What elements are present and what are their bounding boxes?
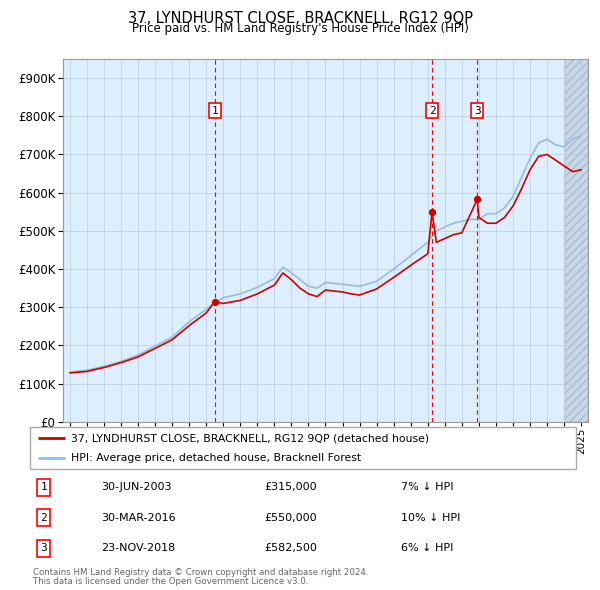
Text: 37, LYNDHURST CLOSE, BRACKNELL, RG12 9QP: 37, LYNDHURST CLOSE, BRACKNELL, RG12 9QP [128,11,473,25]
Bar [565,59,588,422]
Text: 1: 1 [40,482,47,492]
Point [210,297,220,306]
Text: £315,000: £315,000 [265,482,317,492]
Bar [565,59,588,422]
Text: 6% ↓ HPI: 6% ↓ HPI [401,543,454,553]
Text: 7% ↓ HPI: 7% ↓ HPI [401,482,454,492]
Text: Price paid vs. HM Land Registry's House Price Index (HPI): Price paid vs. HM Land Registry's House … [131,22,469,35]
Point [472,195,482,204]
Text: Contains HM Land Registry data © Crown copyright and database right 2024.: Contains HM Land Registry data © Crown c… [33,568,368,576]
Text: 10% ↓ HPI: 10% ↓ HPI [401,513,461,523]
Text: £550,000: £550,000 [265,513,317,523]
Text: This data is licensed under the Open Government Licence v3.0.: This data is licensed under the Open Gov… [33,577,308,586]
Text: 3: 3 [474,106,481,116]
Point [427,207,437,217]
Text: 37, LYNDHURST CLOSE, BRACKNELL, RG12 9QP (detached house): 37, LYNDHURST CLOSE, BRACKNELL, RG12 9QP… [71,433,429,443]
Text: 30-JUN-2003: 30-JUN-2003 [101,482,172,492]
Text: 3: 3 [40,543,47,553]
Text: £582,500: £582,500 [265,543,317,553]
Text: HPI: Average price, detached house, Bracknell Forest: HPI: Average price, detached house, Brac… [71,454,361,463]
Text: 2: 2 [40,513,47,523]
FancyBboxPatch shape [30,427,576,469]
Text: 1: 1 [211,106,218,116]
Text: 30-MAR-2016: 30-MAR-2016 [101,513,176,523]
Text: 23-NOV-2018: 23-NOV-2018 [101,543,175,553]
Text: 2: 2 [428,106,436,116]
